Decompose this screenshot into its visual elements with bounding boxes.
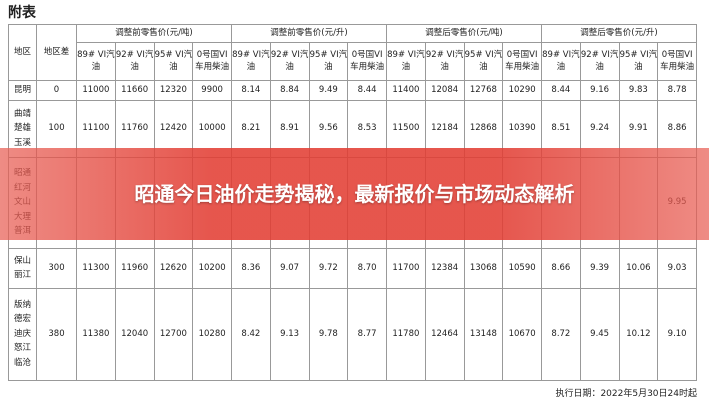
- cell: 9.16: [579, 80, 620, 101]
- region-name: 德宏: [13, 314, 31, 325]
- cell: 12620: [153, 248, 194, 289]
- table-row: 昆明 0 11000 11660 12320 9900 8.14 8.84 9.49 8.44 11…: [8, 80, 697, 101]
- cell: 9.03: [657, 248, 697, 289]
- cell: 8.44: [347, 80, 387, 101]
- cell: 8.42: [231, 288, 271, 381]
- banner: 昭通今日油价走势揭秘，最新报价与市场动态解析: [0, 148, 709, 240]
- header-cell: 调整前零售价(元/吨): [76, 24, 232, 43]
- cell: 9.13: [269, 288, 310, 381]
- header-cell: 调整前零售价(元/升): [231, 24, 387, 43]
- cell: 10590: [502, 248, 542, 289]
- cell: 8.44: [541, 80, 581, 101]
- cell: 9.78: [308, 288, 349, 381]
- cell: 8.66: [541, 248, 581, 289]
- cell: 0: [36, 80, 77, 101]
- cell: 10.06: [618, 248, 659, 289]
- cell: 9.49: [308, 80, 349, 101]
- header-cell: 0号国VI车用柴油: [502, 42, 542, 81]
- header-cell: 92# VI汽油: [424, 42, 465, 81]
- cell: 12084: [424, 80, 465, 101]
- cell: 11660: [114, 80, 155, 101]
- banner-text: 昭通今日油价走势揭秘，最新报价与市场动态解析: [134, 182, 575, 206]
- cell: 12464: [424, 288, 465, 381]
- footer: 执行日期：2022年5月30日24时起: [555, 389, 697, 399]
- header-cell: 95# VI汽油: [308, 42, 349, 81]
- cell: 9900: [192, 80, 232, 101]
- cell: 300: [36, 248, 77, 289]
- header-row: 地区 地区差 调整前零售价(元/吨) 调整前零售价(元/升) 调整后零售价(元/吨) 调整…: [8, 24, 697, 81]
- cell: 8.36: [231, 248, 271, 289]
- cell: 10200: [192, 248, 232, 289]
- table-row: 版纳 德宏 迪庆 怒江 临沧 380 11380 12040 12700 10280 8.42 9.1…: [8, 288, 697, 381]
- header-cell: 0号国VI车用柴油: [657, 42, 697, 81]
- cell: 9.39: [579, 248, 620, 289]
- table-row: 保山 丽江 300 11300 11960 12620 10200 8.36 9.07 9.72 8…: [8, 248, 697, 289]
- region-name: 迪庆: [13, 328, 31, 339]
- region-name: 怒江: [13, 343, 31, 354]
- cell: 13068: [463, 248, 504, 289]
- header-cell: 95# VI汽油: [153, 42, 194, 81]
- header-cell: 调整后零售价(元/吨): [386, 24, 542, 43]
- cell: 12040: [114, 288, 155, 381]
- header-cell: 95# VI汽油: [618, 42, 659, 81]
- cell: 12700: [153, 288, 194, 381]
- doc-title: 附表: [8, 5, 36, 21]
- header-cell: 89# VI汽油: [541, 42, 581, 81]
- cell: 9.83: [618, 80, 659, 101]
- header-cell: 89# VI汽油: [231, 42, 271, 81]
- region-name: 楚雄: [13, 123, 31, 134]
- header-row: 89# VI汽油 92# VI汽油 95# VI汽油 0号国VI车用柴油 89# VI汽…: [9, 42, 697, 81]
- cell: 10280: [192, 288, 232, 381]
- cell: 9.07: [269, 248, 310, 289]
- cell: 12320: [153, 80, 194, 101]
- cell: 11780: [386, 288, 426, 381]
- region-name: 保山: [13, 255, 31, 266]
- cell: 9.10: [657, 288, 697, 381]
- cell: 8.14: [231, 80, 271, 101]
- region-name: 临沧: [13, 357, 31, 368]
- cell: 11400: [386, 80, 426, 101]
- cell: 9.45: [579, 288, 620, 381]
- region-name: 丽江: [13, 270, 31, 280]
- header-cell: 0号国VI车用柴油: [347, 42, 387, 81]
- cell: 8.84: [269, 80, 310, 101]
- region-name: 玉溪: [13, 137, 31, 148]
- cell: 10290: [502, 80, 542, 101]
- cell: 8.72: [541, 288, 581, 381]
- region-cell: 版纳德宏迪庆怒江临沧: [8, 288, 37, 381]
- region-cell: 保山 丽江: [8, 248, 37, 289]
- header-cell: 89# VI汽油: [386, 42, 426, 81]
- header-cell: 89# VI汽油: [76, 42, 116, 81]
- header-cell: 95# VI汽油: [463, 42, 504, 81]
- header-cell: 0号国VI车用柴油: [192, 42, 232, 81]
- header-cell: 92# VI汽油: [114, 42, 155, 81]
- cell: 11300: [76, 248, 116, 289]
- region-name: 昆明: [13, 84, 31, 95]
- region-name: 版纳: [13, 299, 31, 310]
- header-cell: 92# VI汽油: [269, 42, 310, 81]
- cell: 13148: [463, 288, 504, 381]
- cell: 11700: [386, 248, 426, 289]
- region-cell: 昆明: [8, 80, 37, 101]
- cell: 380: [36, 288, 77, 381]
- cell: 8.77: [347, 288, 387, 381]
- region-name: 曲靖: [13, 108, 31, 119]
- cell: 11960: [114, 248, 155, 289]
- cell: 8.70: [347, 248, 387, 289]
- cell: 8.78: [657, 80, 697, 101]
- header-cell: 地区: [8, 24, 37, 81]
- header-cell: 92# VI汽油: [579, 42, 620, 81]
- cell: 11000: [76, 80, 116, 101]
- cell: 12384: [424, 248, 465, 289]
- cell: 10.12: [618, 288, 659, 381]
- header-cell: 地区差: [36, 24, 77, 81]
- cell: 10670: [502, 288, 542, 381]
- header-cell: 调整后零售价(元/升): [541, 24, 697, 43]
- cell: 11380: [76, 288, 116, 381]
- cell: 12768: [463, 80, 504, 101]
- cell: 9.72: [308, 248, 349, 289]
